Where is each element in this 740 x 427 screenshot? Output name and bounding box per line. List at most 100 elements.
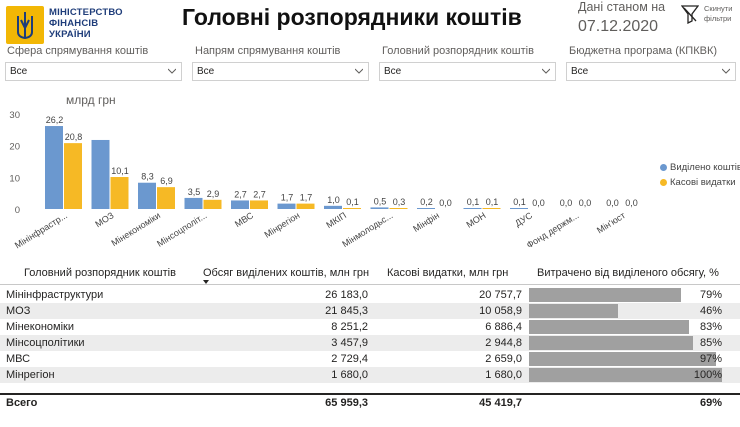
bar-data-label: 0,0 [606,198,619,208]
bar-allocated[interactable] [45,126,63,209]
y-tick-label: 30 [9,110,20,121]
bar-data-label: 6,9 [160,176,173,186]
bar-data-label: 0,0 [625,198,638,208]
slicer-sphere-dropdown[interactable]: Все [5,62,182,81]
bar-allocated[interactable] [324,205,342,209]
slicer-label-program: Бюджетна програма (КПКВК) [569,45,718,57]
bar-allocated[interactable] [231,200,249,209]
percent-bar-track [529,304,722,318]
cell-manager: Мінінфраструктури [6,289,104,301]
reset-filters-button[interactable]: Скинути фільтри [704,4,732,24]
filter-reset-icon[interactable] [680,4,700,25]
cell-manager: Мінекономіки [6,321,75,333]
cell-spent: 10 058,9 [479,305,522,317]
bar-data-label: 0,0 [560,198,573,208]
legend-item-spent[interactable]: Касові видатки [660,175,740,190]
bar-spent[interactable] [203,199,222,209]
cell-allocated: 8 251,2 [331,321,368,333]
total-label: Всего [6,397,38,409]
bar-data-label: 26,2 [46,115,64,125]
page-title: Головні розпорядники коштів [182,4,522,30]
bar-spent[interactable] [157,187,175,209]
bar-allocated[interactable] [138,182,156,209]
total-percent: 69% [699,397,722,409]
bar-data-label: 2,7 [234,189,247,199]
column-header-percent[interactable]: Витрачено від виділеного обсягу, % [537,267,719,279]
bar-allocated[interactable] [184,197,203,209]
percent-bar-fill [529,288,682,302]
bar-data-label: 0,0 [439,198,452,208]
x-category-label: МОН [464,210,487,230]
bar-allocated[interactable] [91,139,110,209]
bar-spent[interactable] [110,177,129,209]
bar-data-label: 8,3 [141,172,154,182]
bar-allocated[interactable] [370,207,389,209]
chevron-down-icon [168,68,176,74]
x-category-label: МКІП [324,210,348,230]
cell-spent: 2 944,8 [485,337,522,349]
percent-bar-track [529,288,722,302]
bar-allocated[interactable] [417,208,435,209]
slicer-label-direction: Напрям спрямування коштів [195,45,341,57]
bar-allocated[interactable] [463,208,482,209]
cell-spent: 20 757,7 [479,289,522,301]
reset-label-line-2: фільтри [704,14,732,23]
bar-data-label: 0,1 [486,197,499,207]
total-spent: 45 419,7 [479,397,522,409]
bar-allocated[interactable] [510,208,528,209]
bar-spent[interactable] [64,143,82,209]
percent-bar-track [529,336,722,350]
cell-allocated: 3 457,9 [331,337,368,349]
slicer-direction-dropdown[interactable]: Все [192,62,369,81]
table-row[interactable]: Мінекономіки 8 251,2 6 886,4 83% [0,319,740,335]
ministry-logo-text: МІНІСТЕРСТВО ФІНАНСІВ УКРАЇНИ [49,7,123,40]
bar-data-label: 0,1 [467,197,480,207]
table-row[interactable]: МВС 2 729,4 2 659,0 97% [0,351,740,367]
y-axis-title: млрд грн [66,93,116,107]
bar-data-label: 2,7 [253,189,266,199]
slicer-manager-dropdown[interactable]: Все [379,62,556,81]
legend-label-spent: Касові видатки [670,177,736,188]
date-label: Дані станом на [578,0,666,14]
bar-spent[interactable] [343,208,361,209]
slicer-label-manager: Головний розпорядник коштів [382,45,534,57]
cell-percent: 85% [699,337,722,349]
table-row[interactable]: МОЗ 21 845,3 10 058,9 46% [0,303,740,319]
x-category-label: Мінсоцполіт... [155,210,208,249]
table-row[interactable]: Мінінфраструктури 26 183,0 20 757,7 79% [0,287,740,303]
bar-spent[interactable] [296,203,315,209]
bar-data-label: 1,7 [300,193,313,203]
bar-allocated[interactable] [277,203,296,209]
cell-percent: 100% [693,369,722,381]
column-header-manager[interactable]: Головний розпорядник коштів [24,267,176,279]
column-header-allocated[interactable]: Обсяг виділених коштів, млн грн [203,267,370,279]
ministry-logo-emblem [6,6,44,44]
bar-spent[interactable] [482,208,501,209]
bar-data-label: 0,3 [393,197,406,207]
legend-item-allocated[interactable]: Виділено коштів [660,160,740,175]
cell-percent: 83% [699,321,722,333]
slicer-program-dropdown[interactable]: Все [566,62,736,81]
percent-bar-track [529,368,722,382]
table-total-row: Всего 65 959,3 45 419,7 69% [0,393,740,413]
x-category-label: МОЗ [93,210,115,229]
slicer-manager-value: Все [384,66,402,77]
bar-spent[interactable] [250,200,268,209]
bar-spent[interactable] [389,208,408,209]
legend-dot-spent [660,179,667,186]
table-row[interactable]: Мінрегіон 1 680,0 1 680,0 100% [0,367,740,383]
bar-data-label: 0,0 [579,198,592,208]
date-value: 07.12.2020 [578,18,659,35]
cell-spent: 1 680,0 [485,369,522,381]
percent-bar-track [529,352,722,366]
bar-data-label: 1,7 [281,193,294,203]
cell-allocated: 26 183,0 [325,289,368,301]
bar-chart: млрд грн 0 10 20 30 26,220,8 Мінінфрастр... 10,… [9,93,638,250]
cell-percent: 97% [699,353,722,365]
table-row[interactable]: Мінсоцполітики 3 457,9 2 944,8 85% [0,335,740,351]
column-header-spent[interactable]: Касові видатки, млн грн [387,267,509,279]
percent-bar-fill [529,336,694,350]
y-tick-label: 20 [9,142,20,153]
x-category-label: Фонд держм... [525,210,581,250]
sort-descending-icon [203,280,209,284]
